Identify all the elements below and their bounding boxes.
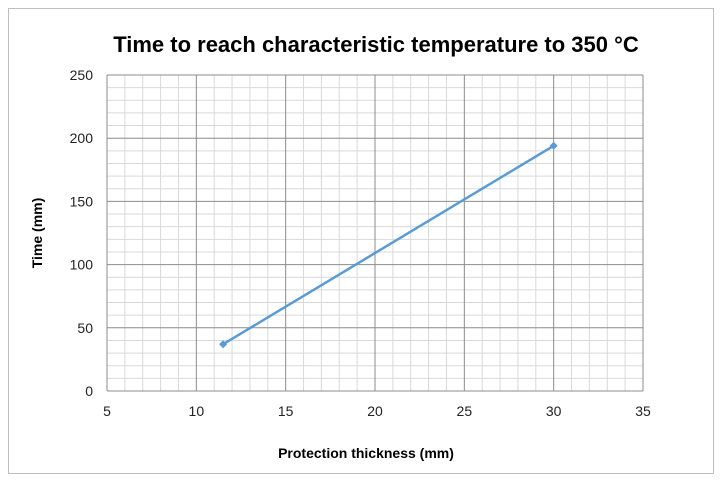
x-tick-label: 5	[103, 403, 111, 419]
y-tick-label: 150	[70, 193, 94, 209]
y-tick-label: 200	[70, 130, 94, 146]
tick-labels: 5 10 15 20 25 30 35 0 50 100 150 200 250	[70, 67, 651, 419]
chart-title: Time to reach characteristic temperature…	[113, 32, 639, 57]
x-tick-label: 25	[457, 403, 473, 419]
y-tick-label: 0	[85, 383, 93, 399]
x-tick-label: 10	[189, 403, 205, 419]
x-tick-label: 20	[367, 403, 383, 419]
series-line	[222, 144, 555, 346]
y-tick-label: 250	[70, 67, 94, 83]
y-tick-label: 100	[70, 257, 94, 273]
x-tick-label: 15	[278, 403, 294, 419]
major-gridlines	[106, 74, 644, 392]
y-axis-title: Time (mm)	[29, 198, 45, 269]
series-group	[219, 141, 558, 349]
data-point-marker	[549, 141, 558, 150]
x-tick-label: 35	[635, 403, 651, 419]
data-point-marker	[219, 340, 228, 349]
chart-frame	[8, 8, 714, 474]
x-axis-title: Protection thickness (mm)	[278, 445, 454, 461]
x-tick-label: 30	[546, 403, 562, 419]
y-tick-label: 50	[77, 320, 93, 336]
